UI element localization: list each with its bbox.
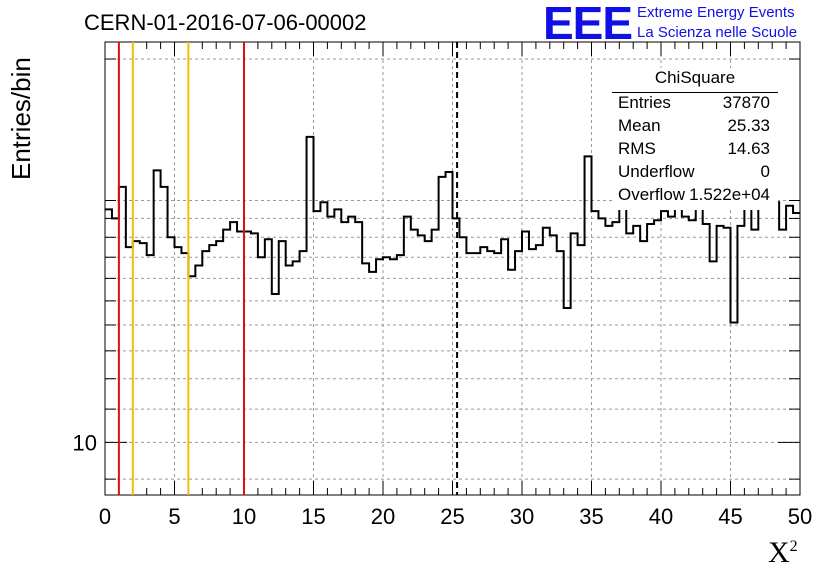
stats-key: Overflow bbox=[618, 185, 686, 204]
y-tick-label: 10 bbox=[73, 430, 97, 455]
y-axis-label: Entries/bin bbox=[6, 57, 36, 180]
x-axis-label-base: X bbox=[768, 536, 790, 569]
x-tick-label: 5 bbox=[168, 504, 180, 529]
histogram-line bbox=[105, 135, 800, 324]
x-tick-label: 40 bbox=[649, 504, 673, 529]
stats-box: ChiSquare Entries 37870 Mean 25.33 RMS 1… bbox=[612, 68, 778, 210]
stats-value: 25.33 bbox=[727, 116, 770, 135]
x-tick-label: 35 bbox=[579, 504, 603, 529]
stats-key: Underflow bbox=[618, 162, 695, 181]
logo-line-1: Extreme Energy Events bbox=[637, 4, 795, 21]
logo-line-2: La Scienza nelle Scuole bbox=[637, 24, 798, 41]
x-tick-label: 15 bbox=[301, 504, 325, 529]
stats-row-underflow: Underflow 0 bbox=[618, 162, 770, 184]
eee-logo: EEE bbox=[543, 0, 633, 49]
stats-row-mean: Mean 25.33 bbox=[618, 116, 770, 138]
x-tick-label: 30 bbox=[510, 504, 534, 529]
x-tick-label: 10 bbox=[232, 504, 256, 529]
x-tick-label: 25 bbox=[440, 504, 464, 529]
x-tick-label: 0 bbox=[99, 504, 111, 529]
x-tick-label: 45 bbox=[718, 504, 742, 529]
stats-key: RMS bbox=[618, 139, 656, 158]
stats-title-underline bbox=[612, 92, 778, 93]
x-axis-label: X2 bbox=[768, 536, 798, 570]
stats-value: 0 bbox=[760, 162, 770, 181]
stats-key: Entries bbox=[618, 93, 671, 112]
stats-value: 14.63 bbox=[727, 139, 770, 158]
stats-value: 37870 bbox=[722, 93, 770, 112]
stats-title: ChiSquare bbox=[654, 68, 736, 87]
stats-value: 1.522e+04 bbox=[689, 185, 770, 204]
chart-title: CERN-01-2016-07-06-00002 bbox=[84, 10, 367, 35]
stats-row-rms: RMS 14.63 bbox=[618, 139, 770, 161]
x-tick-label: 20 bbox=[371, 504, 395, 529]
x-axis-label-superscript: 2 bbox=[789, 538, 798, 555]
stats-row-overflow: Overflow 1.522e+04 bbox=[618, 185, 770, 207]
stats-row-entries: Entries 37870 bbox=[618, 93, 770, 115]
stats-key: Mean bbox=[618, 116, 661, 135]
x-tick-label: 50 bbox=[788, 504, 812, 529]
